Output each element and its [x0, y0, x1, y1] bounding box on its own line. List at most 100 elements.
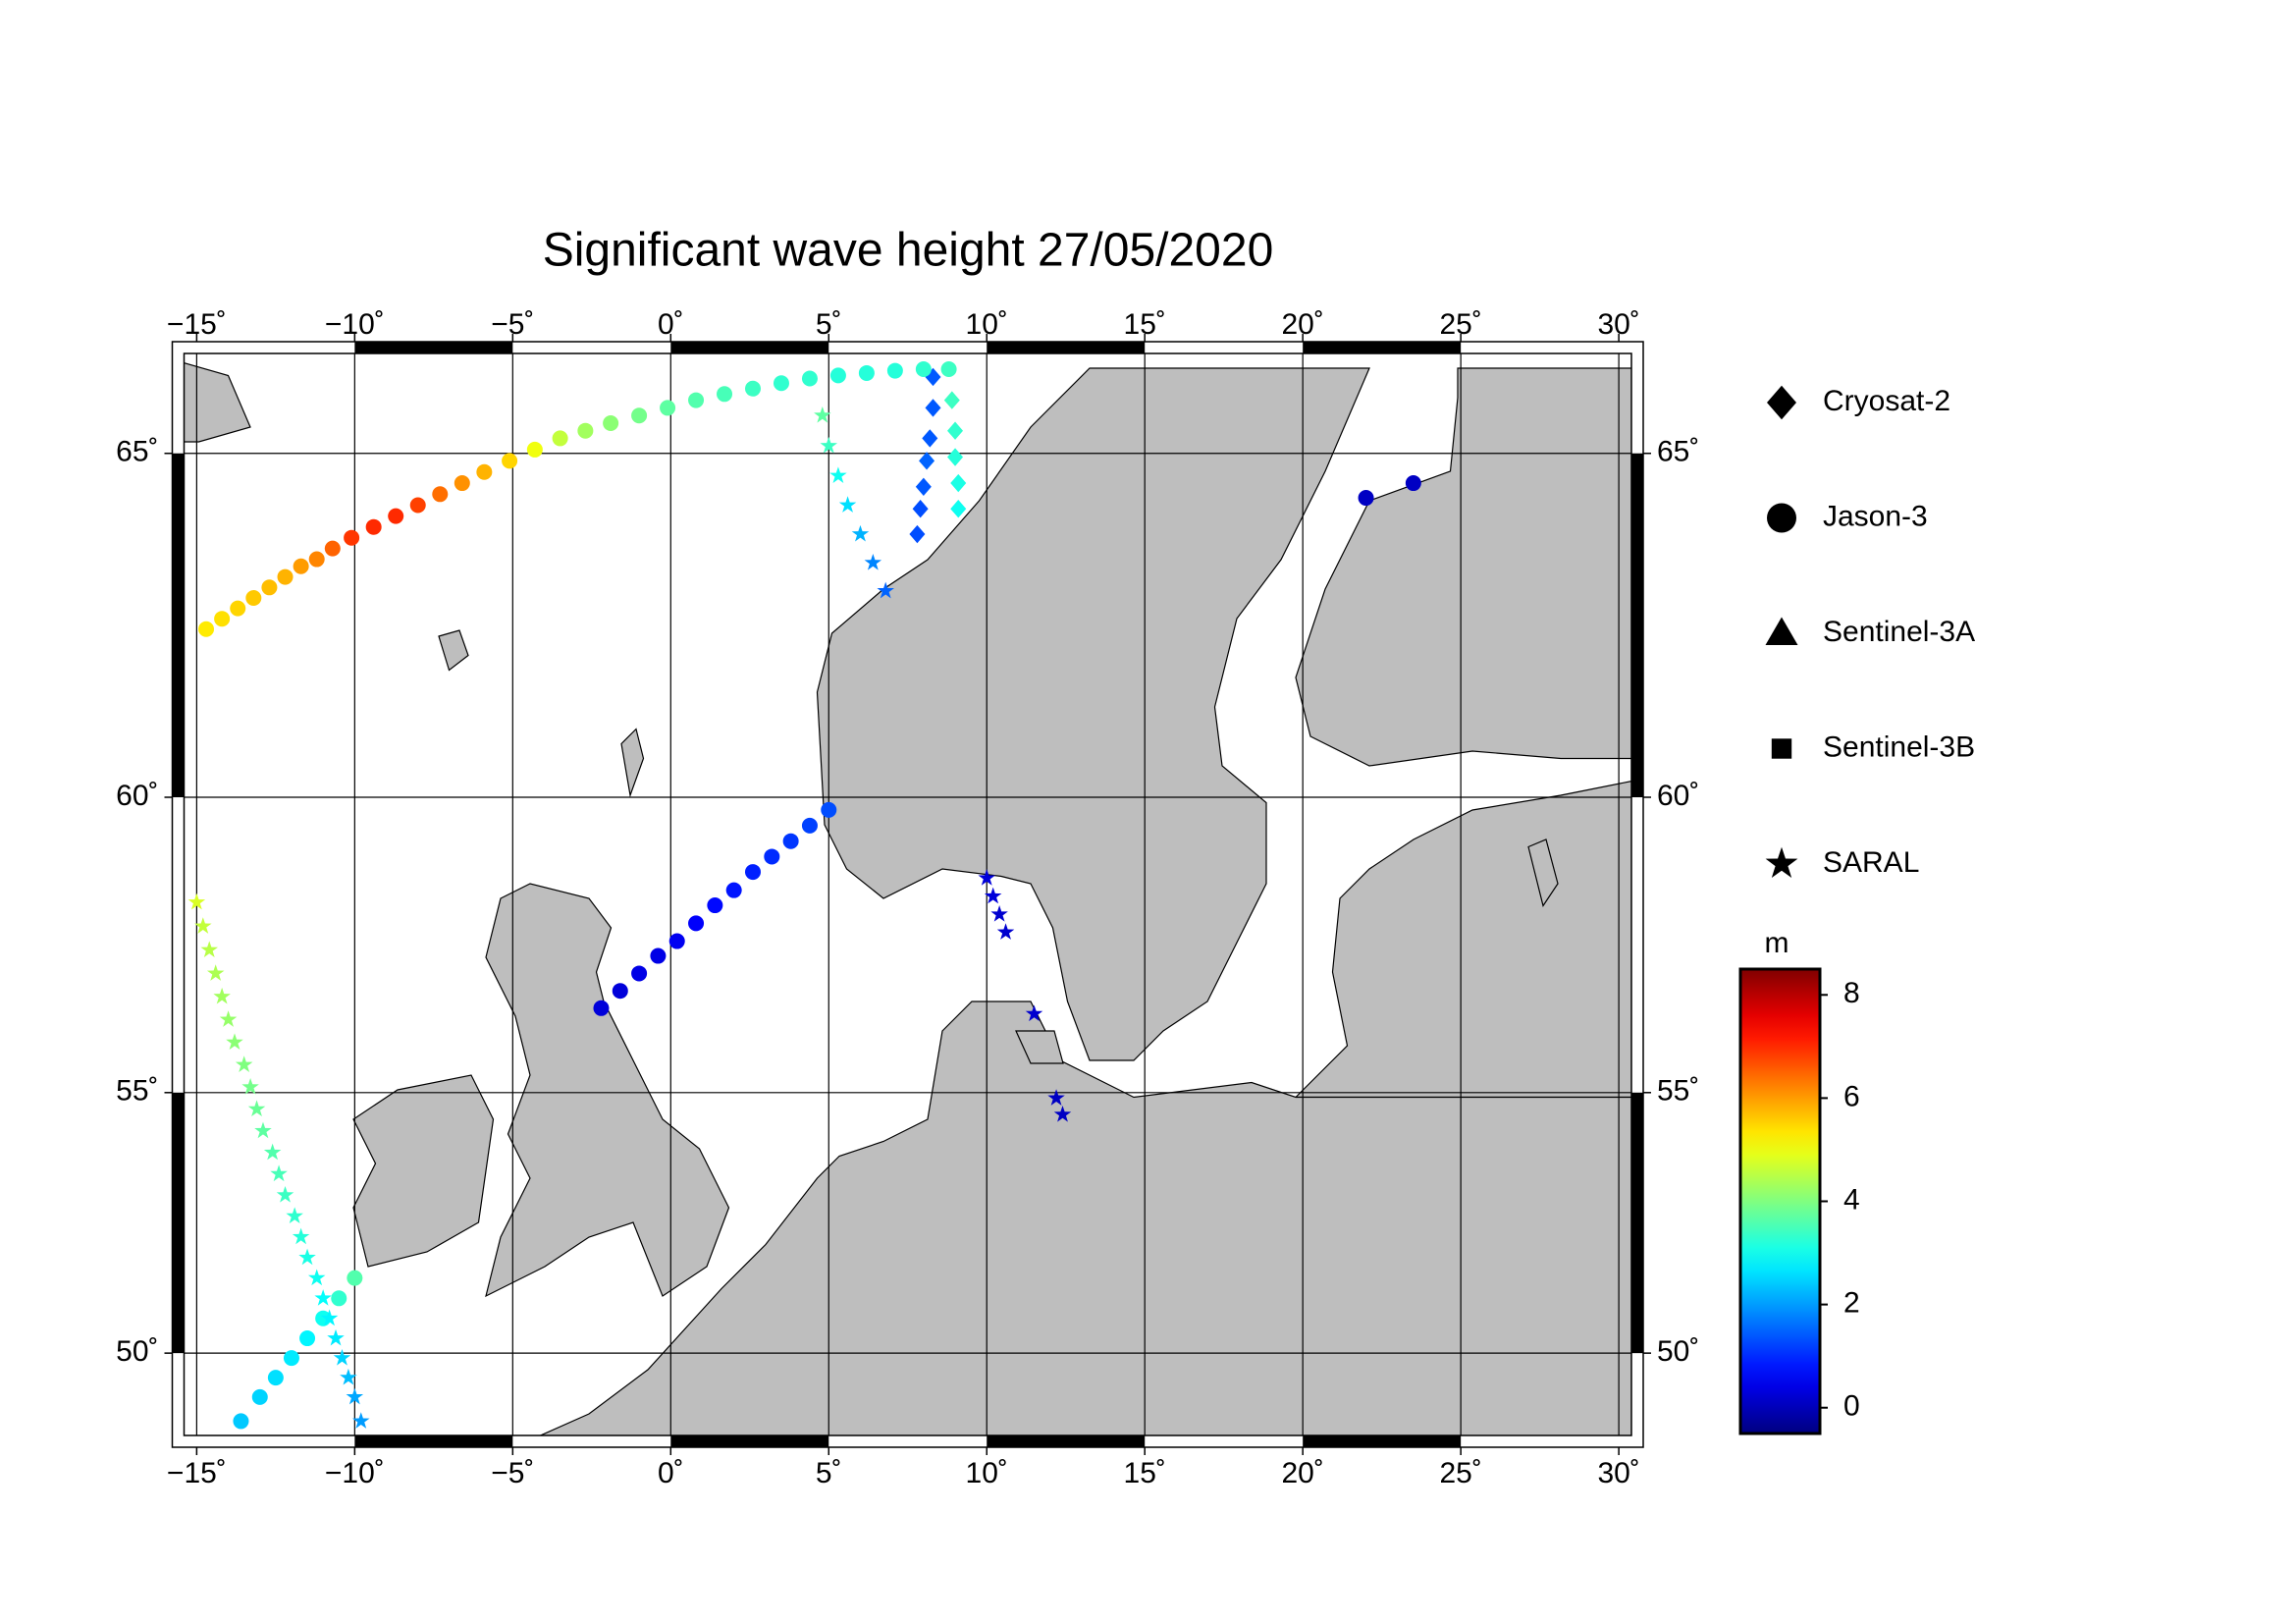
- data-point: [230, 600, 246, 617]
- data-point: [1053, 1105, 1072, 1122]
- x-tick-label: −5˚: [491, 308, 534, 341]
- data-point: [864, 553, 882, 570]
- data-point: [187, 893, 206, 910]
- data-point: [308, 551, 325, 568]
- data-point: [950, 500, 967, 518]
- y-tick-label: 65˚: [116, 436, 158, 468]
- data-point: [782, 833, 799, 849]
- frame-bar: [1631, 453, 1643, 798]
- x-tick-label: −10˚: [325, 308, 385, 341]
- data-point: [829, 367, 846, 384]
- data-point: [267, 1370, 284, 1386]
- data-point: [219, 1010, 238, 1027]
- frame-bar: [172, 1092, 185, 1354]
- colorbar-tick-label: 6: [1843, 1080, 1860, 1112]
- data-point: [820, 436, 838, 454]
- legend-marker: [1767, 503, 1796, 533]
- y-tick-label: 50˚: [1657, 1335, 1699, 1368]
- data-point: [241, 1077, 259, 1095]
- x-tick-label: 25˚: [1439, 1457, 1481, 1489]
- frame-bar: [670, 342, 829, 353]
- legend-marker: [1765, 846, 1798, 878]
- data-point: [801, 817, 818, 834]
- frame-bar: [354, 342, 513, 353]
- data-point: [688, 915, 705, 932]
- legend: Cryosat-2 Jason-3 Sentinel-3A Sentinel-3B SA…: [1765, 385, 1975, 879]
- data-point: [990, 905, 1008, 922]
- data-point: [502, 453, 518, 469]
- data-point: [226, 1033, 243, 1051]
- data-point: [314, 1289, 332, 1306]
- x-tick-label: 0˚: [658, 308, 684, 341]
- x-tick-label: −5˚: [491, 1457, 534, 1489]
- land: [1294, 780, 1631, 1099]
- data-point: [814, 406, 831, 423]
- data-point: [233, 1413, 249, 1430]
- data-point: [801, 370, 818, 387]
- x-tick-label: −15˚: [167, 308, 227, 341]
- data-point: [245, 589, 262, 606]
- land: [816, 367, 1370, 1061]
- data-point: [340, 1368, 357, 1385]
- data-point: [909, 524, 926, 544]
- x-tick-label: 20˚: [1281, 308, 1323, 341]
- data-point: [593, 1000, 610, 1016]
- x-tick-label: 15˚: [1124, 308, 1166, 341]
- frame-bar: [354, 1435, 513, 1447]
- data-point: [984, 887, 1002, 904]
- data-point: [915, 477, 932, 497]
- data-point: [1025, 1004, 1043, 1022]
- point-layer: [187, 360, 1421, 1430]
- data-point: [365, 518, 382, 535]
- legend-marker: [1771, 738, 1792, 759]
- x-tick-label: 0˚: [658, 1457, 684, 1489]
- land: [539, 1001, 1631, 1435]
- data-point: [254, 1121, 272, 1139]
- data-point: [298, 1248, 316, 1266]
- data-point: [277, 568, 294, 585]
- x-tick-label: 5˚: [816, 308, 842, 341]
- data-point: [940, 360, 957, 377]
- land-layer: [184, 362, 1631, 1435]
- data-point: [214, 611, 231, 627]
- data-point: [331, 1290, 347, 1307]
- data-point: [347, 1270, 363, 1286]
- x-tick-label: 15˚: [1124, 1457, 1166, 1489]
- frame-outer: [171, 341, 1644, 1448]
- data-point: [851, 524, 870, 542]
- data-point: [432, 486, 449, 503]
- data-point: [320, 1309, 339, 1326]
- x-tick-label: 25˚: [1439, 308, 1481, 341]
- data-point: [829, 466, 847, 483]
- data-point: [409, 497, 426, 514]
- frame-bar: [172, 453, 185, 798]
- frame-bar: [670, 1435, 829, 1447]
- frame-layer: −15˚ −15˚ −10˚ −10˚ −5˚ −5˚ 0˚ 0˚ 5˚ 5˚ 10˚ 10˚ 15˚ 1…: [116, 308, 1699, 1489]
- map-title: Significant wave height 27/05/2020: [543, 225, 1274, 277]
- data-point: [327, 1328, 345, 1346]
- colorbar-tick-label: 0: [1843, 1390, 1860, 1423]
- x-tick-label: 5˚: [816, 1457, 842, 1489]
- data-point: [333, 1348, 351, 1366]
- land: [1015, 1030, 1064, 1064]
- x-tick-label: 30˚: [1597, 308, 1639, 341]
- data-point: [612, 983, 628, 1000]
- data-point: [194, 917, 212, 934]
- data-point: [1047, 1089, 1065, 1106]
- data-point: [200, 941, 219, 957]
- data-point: [603, 414, 619, 431]
- land: [184, 362, 251, 443]
- x-tick-label: 30˚: [1597, 1457, 1639, 1489]
- frame-bar: [1303, 1435, 1462, 1447]
- legend-label: Sentinel-3B: [1823, 730, 1975, 763]
- legend-label: Jason-3: [1823, 500, 1928, 532]
- data-point: [263, 1143, 282, 1161]
- land: [1527, 839, 1559, 907]
- data-point: [650, 947, 667, 964]
- data-point: [688, 392, 705, 408]
- frame-bar: [1303, 342, 1462, 353]
- data-point: [206, 964, 225, 981]
- data-point: [912, 500, 929, 518]
- data-point: [773, 375, 789, 392]
